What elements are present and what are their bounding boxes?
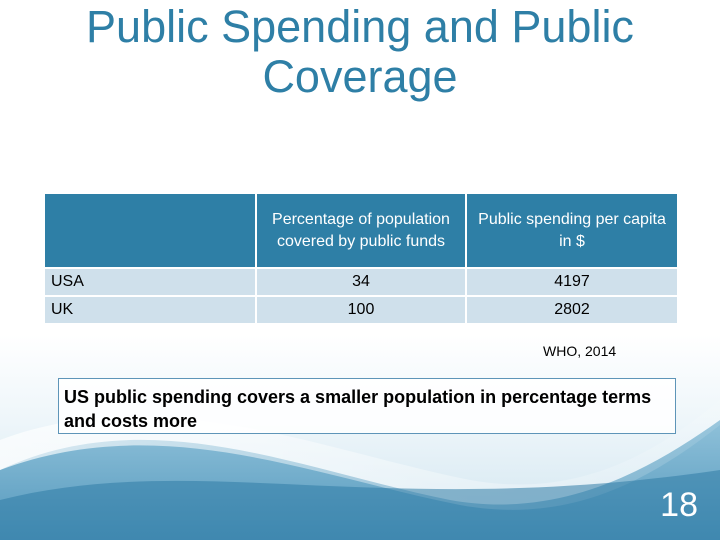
row-label: UK [45, 295, 255, 323]
spending-cell: 2802 [465, 295, 677, 323]
header-coverage: Percentage of population covered by publ… [255, 194, 465, 267]
coverage-cell: 100 [255, 295, 465, 323]
slide-title: Public Spending and Public Coverage [86, 1, 634, 102]
header-blank [45, 194, 255, 267]
table-row: UK 100 2802 [45, 295, 677, 323]
spending-cell: 4197 [465, 267, 677, 295]
table-header-row: Percentage of population covered by publ… [45, 194, 677, 267]
slide-number: 18 [660, 486, 698, 524]
table-row: USA 34 4197 [45, 267, 677, 295]
header-spending: Public spending per capita in $ [465, 194, 677, 267]
comparison-table: Percentage of population covered by publ… [45, 194, 677, 323]
source-citation: WHO, 2014 [543, 343, 617, 359]
row-label: USA [45, 267, 255, 295]
conclusion-box: US public spending covers a smaller popu… [58, 378, 676, 434]
coverage-cell: 34 [255, 267, 465, 295]
